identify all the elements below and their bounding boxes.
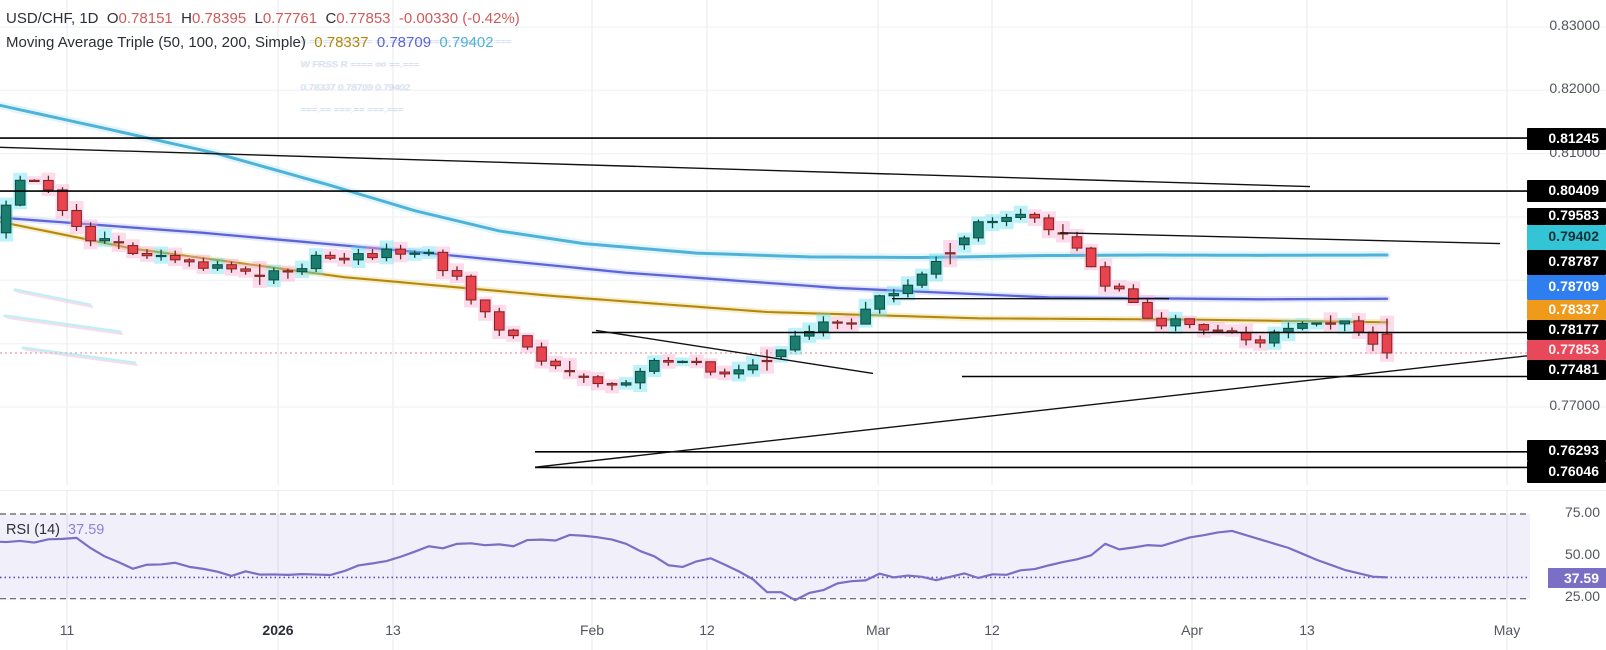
svg-text:===.== ===.== ===.===: ===.== ===.== ===.=== xyxy=(300,105,403,114)
svg-text:0.78337 0.78709 0.79402: 0.78337 0.78709 0.79402 xyxy=(300,83,409,92)
svg-text:W FRSS R ==== ¤¤ ==.===: W FRSS R ==== ¤¤ ==.=== xyxy=(300,60,419,69)
